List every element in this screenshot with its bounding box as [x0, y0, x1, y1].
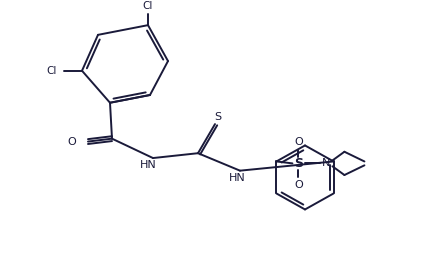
Text: Cl: Cl: [46, 66, 57, 76]
Text: Cl: Cl: [142, 1, 153, 11]
Text: S: S: [214, 112, 221, 122]
Text: N: N: [322, 158, 330, 168]
Text: O: O: [293, 180, 302, 190]
Text: HN: HN: [228, 173, 245, 183]
Text: HN: HN: [139, 160, 156, 170]
Text: S: S: [293, 157, 302, 170]
Text: O: O: [293, 137, 302, 147]
Text: O: O: [68, 136, 76, 146]
